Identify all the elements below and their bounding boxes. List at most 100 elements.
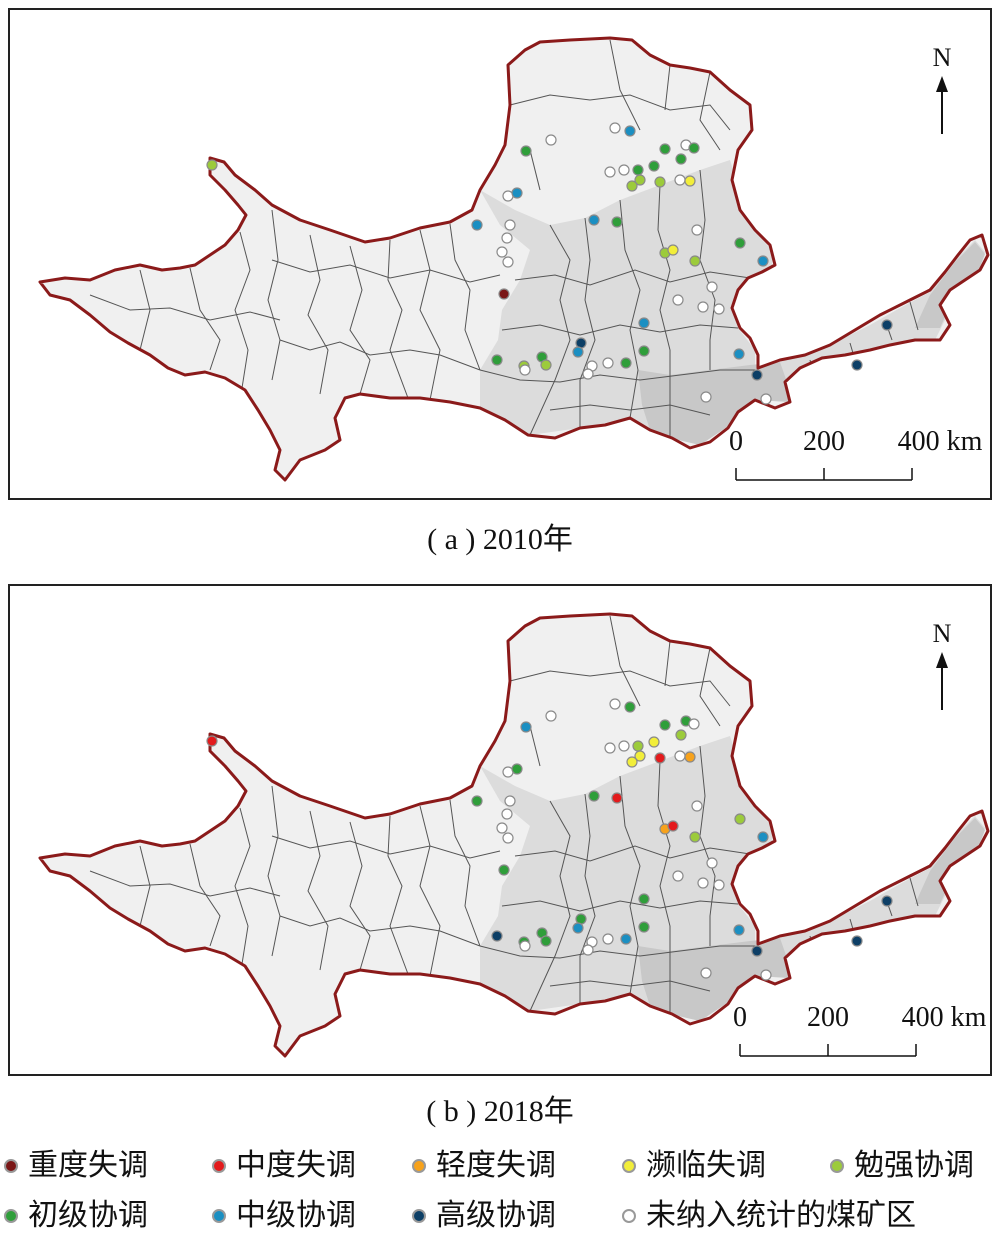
county-boundary xyxy=(609,39,641,131)
coal-mine-point xyxy=(667,820,679,832)
coal-mine-point xyxy=(674,750,686,762)
coal-mine-point xyxy=(751,369,763,381)
county-boundary xyxy=(267,785,281,957)
panel-caption-2010: ( a ) 2010年 xyxy=(427,523,573,556)
county-boundary xyxy=(609,615,641,707)
county-boundary xyxy=(449,799,481,947)
basin-boundary xyxy=(38,612,990,1058)
legend-item: 勉强协调 xyxy=(830,1146,974,1186)
coal-mine-point xyxy=(697,877,709,889)
coal-mine-point xyxy=(697,301,709,313)
coal-mine-point xyxy=(667,244,679,256)
coal-mine-point xyxy=(582,944,594,956)
coal-mine-point xyxy=(757,255,769,267)
coal-mine-point xyxy=(624,125,636,137)
coal-mine-point xyxy=(545,134,557,146)
coal-mine-point xyxy=(700,391,712,403)
county-boundary xyxy=(387,815,409,975)
county-boundary xyxy=(139,269,151,351)
legend-swatch xyxy=(4,1209,18,1223)
county-boundary xyxy=(234,231,251,389)
county-boundary xyxy=(89,294,281,321)
county-boundary xyxy=(501,324,739,336)
coal-mine-point xyxy=(471,219,483,231)
coal-mine-point xyxy=(611,216,623,228)
coal-mine-point xyxy=(624,701,636,713)
panel-caption-2018: ( b ) 2018年 xyxy=(426,1095,574,1128)
legend-item: 未纳入统计的煤矿区 xyxy=(622,1196,916,1236)
scale-tick-label: 200 xyxy=(807,1002,849,1033)
coal-mine-point xyxy=(634,174,646,186)
coal-mine-point xyxy=(504,795,516,807)
coal-mine-point xyxy=(511,763,523,775)
coal-mine-point xyxy=(502,832,514,844)
coal-mine-point xyxy=(206,735,218,747)
coal-mine-point xyxy=(498,288,510,300)
county-boundary xyxy=(349,245,371,395)
county-boundary xyxy=(699,71,721,151)
coal-mine-points xyxy=(206,698,893,981)
coal-mine-point xyxy=(501,808,513,820)
coal-mine-point xyxy=(706,281,718,293)
county-boundary xyxy=(909,301,919,331)
legend-swatch xyxy=(412,1159,426,1173)
county-boundary xyxy=(307,810,329,971)
coal-mine-point xyxy=(689,831,701,843)
coal-mine-point xyxy=(540,935,552,947)
county-boundary xyxy=(387,239,409,399)
coal-mine-point xyxy=(638,317,650,329)
legend-label: 濒临失调 xyxy=(646,1149,766,1182)
legend-row-1: 重度失调 中度失调 轻度失调 濒临失调 勉强协调 xyxy=(0,1146,1000,1186)
legend-swatch xyxy=(622,1209,636,1223)
county-boundary xyxy=(307,234,329,395)
north-arrow: N xyxy=(933,619,952,710)
coal-mine-point xyxy=(638,893,650,905)
coal-mine-point xyxy=(881,319,893,331)
coal-mine-point xyxy=(496,822,508,834)
scale-tick-label: 0 xyxy=(729,426,743,457)
map-panel-2010: N 0 200 400 km xyxy=(8,8,992,500)
coal-mine-point xyxy=(626,756,638,768)
scale-tick-label: 0 xyxy=(733,1002,747,1033)
coal-mine-point xyxy=(588,214,600,226)
coal-mine-point xyxy=(498,864,510,876)
coal-mine-point xyxy=(618,740,630,752)
county-boundary xyxy=(699,745,716,946)
scale-tick-label: 400 km xyxy=(902,1002,987,1033)
coal-mine-point xyxy=(520,145,532,157)
coal-mine-point xyxy=(757,831,769,843)
coal-mine-point xyxy=(659,719,671,731)
coal-mine-point xyxy=(609,122,621,134)
legend-swatch xyxy=(212,1209,226,1223)
coal-mine-point xyxy=(851,935,863,947)
coal-mine-point xyxy=(620,357,632,369)
legend-item: 重度失调 xyxy=(4,1146,148,1186)
county-boundary xyxy=(579,793,596,1004)
county-boundary xyxy=(271,835,501,859)
coal-mine-point xyxy=(611,792,623,804)
county-boundary xyxy=(549,980,711,992)
county-boundary xyxy=(479,945,755,959)
coal-mine-point xyxy=(634,750,646,762)
county-boundary xyxy=(529,149,541,191)
coal-mine-point xyxy=(502,256,514,268)
scale-bar: 0 200 400 km xyxy=(733,1002,987,1057)
scale-tick-label: 400 km xyxy=(898,426,983,457)
county-boundary xyxy=(514,845,751,862)
legend-swatch xyxy=(4,1159,18,1173)
legend-row-2: 初级协调 中级协调 高级协调 未纳入统计的煤矿区 xyxy=(0,1196,1000,1236)
legend-label: 轻度失调 xyxy=(436,1149,556,1182)
coal-mine-point xyxy=(572,346,584,358)
county-boundary xyxy=(279,915,481,947)
coal-mine-point xyxy=(572,922,584,934)
coal-mine-point xyxy=(471,795,483,807)
county-boundary xyxy=(349,821,371,971)
legend-item: 中级协调 xyxy=(212,1196,356,1236)
coal-mine-point xyxy=(734,813,746,825)
scale-bar: 0 200 400 km xyxy=(729,426,983,481)
north-arrow: N xyxy=(933,43,952,134)
legend-swatch xyxy=(412,1209,426,1223)
county-boundary xyxy=(619,775,641,995)
coal-mine-point xyxy=(632,740,644,752)
county-boundary xyxy=(529,725,541,767)
